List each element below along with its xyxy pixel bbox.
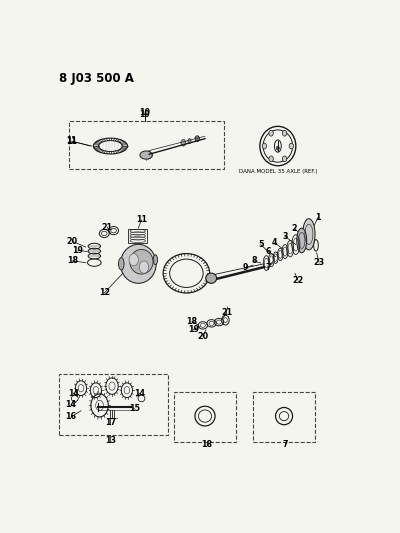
Ellipse shape [181, 140, 186, 146]
Bar [128, 229, 147, 243]
Circle shape [282, 131, 287, 136]
Text: 14: 14 [68, 389, 79, 398]
Ellipse shape [297, 228, 307, 253]
Bar [174, 392, 236, 441]
Text: 14: 14 [66, 400, 76, 409]
Text: 22: 22 [292, 276, 304, 285]
Text: 18: 18 [186, 317, 198, 326]
Circle shape [282, 156, 287, 161]
Text: 17: 17 [105, 418, 116, 427]
Text: 2: 2 [292, 224, 297, 232]
Text: 4: 4 [272, 238, 278, 247]
Circle shape [289, 143, 294, 149]
Text: DANA MODEL 35 AXLE (REF.): DANA MODEL 35 AXLE (REF.) [238, 169, 317, 174]
Text: 19: 19 [188, 325, 199, 334]
Text: 11: 11 [136, 215, 147, 224]
Text: 5: 5 [258, 240, 264, 249]
Circle shape [276, 146, 280, 150]
Ellipse shape [188, 139, 191, 143]
Text: 10: 10 [139, 109, 150, 118]
Text: 8 J03 500 A: 8 J03 500 A [59, 72, 134, 85]
Ellipse shape [206, 273, 217, 284]
Text: 13: 13 [105, 436, 116, 445]
Text: 14: 14 [134, 389, 145, 398]
Text: 15: 15 [129, 404, 140, 413]
Text: 9: 9 [242, 263, 248, 272]
Ellipse shape [120, 244, 156, 284]
Text: 19: 19 [72, 246, 84, 255]
Text: 1: 1 [315, 213, 321, 222]
Text: 11: 11 [66, 136, 77, 145]
Text: 18: 18 [67, 256, 78, 265]
Ellipse shape [130, 249, 153, 274]
Text: 16: 16 [66, 413, 76, 422]
Text: 8: 8 [251, 256, 257, 265]
Text: 7: 7 [282, 440, 288, 449]
Text: 6: 6 [266, 247, 271, 256]
Text: 10: 10 [139, 108, 150, 117]
Text: 11: 11 [66, 136, 77, 146]
Text: 20: 20 [67, 237, 78, 246]
Circle shape [195, 136, 200, 142]
Text: 3: 3 [282, 232, 288, 241]
Circle shape [269, 156, 273, 161]
Text: 21: 21 [221, 308, 232, 317]
Text: 21: 21 [102, 223, 113, 232]
Ellipse shape [153, 255, 158, 265]
Text: 18: 18 [201, 440, 212, 449]
Bar [69, 122, 224, 168]
Bar [59, 374, 168, 435]
Text: 20: 20 [197, 332, 208, 341]
Circle shape [262, 143, 266, 149]
Circle shape [269, 131, 273, 136]
Circle shape [139, 261, 148, 273]
Bar [253, 392, 315, 441]
Circle shape [129, 254, 138, 266]
Text: 12: 12 [99, 288, 110, 297]
Ellipse shape [303, 219, 315, 250]
Text: 7: 7 [265, 263, 271, 272]
Ellipse shape [118, 257, 124, 270]
Text: 23: 23 [314, 257, 325, 266]
Ellipse shape [140, 151, 152, 159]
